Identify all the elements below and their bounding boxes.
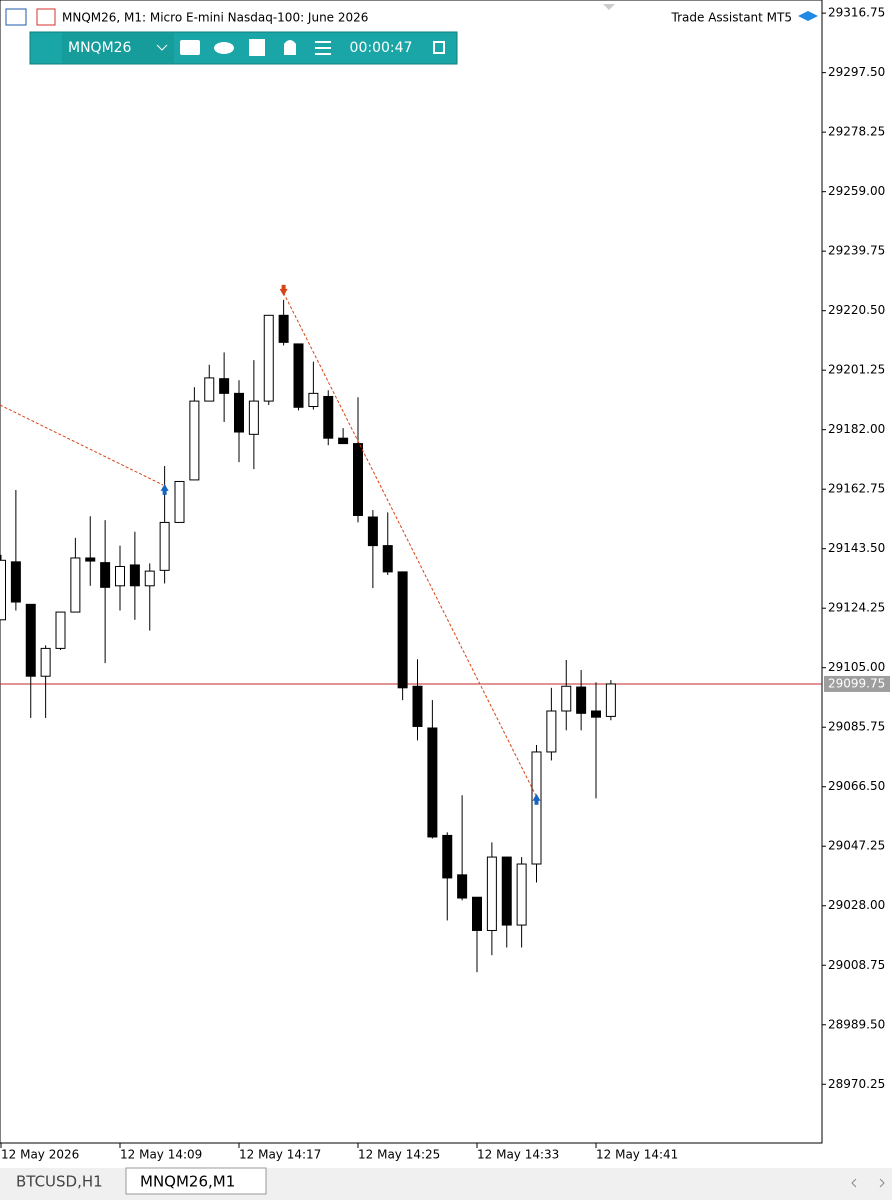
tab[interactable]: BTCUSD,H1 [16, 1173, 103, 1191]
candle-body [605, 683, 616, 717]
candle-body [353, 443, 363, 516]
candle-body [576, 686, 587, 714]
screenshot-button[interactable] [180, 40, 200, 55]
active-tab-bg[interactable] [125, 1167, 267, 1195]
candle-body [323, 395, 334, 439]
current-price-label: 29099.75 [828, 676, 885, 690]
candle-body [100, 562, 111, 588]
y-tick-label: 29047.25 [828, 839, 885, 853]
y-tick-label: 29124.25 [828, 601, 885, 615]
window-button[interactable] [433, 41, 445, 54]
y-tick-label: 29105.00 [828, 660, 885, 674]
candle-body [501, 856, 512, 926]
candle-body [70, 557, 81, 613]
candle-body [10, 561, 21, 603]
candle-body [546, 710, 557, 753]
candle-body [219, 378, 230, 394]
y-tick-label: 29143.50 [828, 541, 885, 555]
candle-body [442, 834, 453, 879]
y-tick-label: 29201.25 [828, 363, 885, 377]
indicator-name: Trade Assistant MT5 [671, 11, 792, 25]
timer: 00:00:47 [350, 40, 413, 56]
chart-title: MNQM26, M1: Micro E-mini Nasdaq-100: Jun… [62, 11, 368, 25]
candle-body [382, 545, 393, 573]
trade-line [283, 292, 537, 798]
dropdown-icon [156, 44, 168, 51]
y-tick-label: 29239.75 [828, 244, 885, 258]
buy-arrow [532, 793, 541, 805]
candle-body [0, 559, 6, 621]
candle-body [293, 343, 304, 408]
symbol-select[interactable] [62, 33, 174, 63]
y-tick-label: 29162.75 [828, 482, 885, 496]
y-tick-label: 28970.25 [828, 1077, 885, 1091]
candle-body [412, 685, 423, 727]
candle-body [338, 437, 349, 445]
candle-body [174, 480, 185, 523]
y-tick-label: 29085.75 [828, 720, 885, 734]
y-tick-label: 28989.50 [828, 1017, 885, 1031]
candle-body [591, 710, 601, 718]
candle-body [115, 565, 125, 587]
trade-line [0, 404, 164, 486]
candle-body [397, 571, 408, 689]
candle-body [367, 516, 378, 547]
candle-body [25, 603, 36, 677]
candle-body [85, 557, 96, 562]
buy-arrow [160, 483, 169, 495]
tab[interactable]: MNQM26,M1 [140, 1173, 235, 1191]
current-price-box [824, 675, 890, 692]
y-tick-label: 29028.00 [828, 898, 885, 912]
y-tick-label: 29297.50 [828, 65, 885, 79]
alert-button[interactable] [284, 40, 296, 55]
candle-body [40, 647, 51, 677]
x-tick-label: 12 May 14:33 [477, 1148, 559, 1162]
candle-body [472, 896, 482, 931]
plot-marks [0, 284, 822, 973]
symbol: MNQM26 [68, 40, 132, 56]
menu-icon[interactable] [5, 8, 27, 26]
y-tick-label: 29008.75 [828, 958, 885, 972]
candle-body [263, 314, 274, 402]
candle-body [561, 685, 572, 712]
candle-body [486, 856, 497, 931]
y-tick-label: 29316.75 [828, 6, 885, 20]
calendar-button[interactable] [249, 39, 265, 56]
candle-body [278, 314, 289, 343]
candle-body [516, 863, 527, 926]
y-tick-label: 29182.00 [828, 422, 885, 436]
x-tick-label: 12 May 14:25 [358, 1148, 440, 1162]
toolbar: MNQM26 00:00:47 [29, 31, 458, 65]
candle-body [55, 611, 66, 649]
candle-body [144, 570, 155, 587]
candle-body [189, 400, 200, 481]
x-tick-label: 12 May 14:17 [239, 1148, 321, 1162]
candle-body [248, 400, 259, 435]
candle-body [234, 392, 244, 433]
y-tick-label: 29278.25 [828, 125, 885, 139]
candle-body [129, 564, 140, 587]
x-tick-label: 12 May 14:09 [120, 1148, 202, 1162]
sell-arrow [279, 284, 288, 296]
indicator-icon [798, 11, 818, 21]
axes: 29316.75 29297.50 29278.25 29259.00 29239.75… [0, 6, 890, 1162]
candle-body [531, 751, 542, 865]
candle-body [204, 377, 215, 402]
candle-body [159, 521, 170, 571]
chart-icon[interactable] [36, 8, 56, 26]
tab-scroll[interactable] [851, 1178, 885, 1188]
y-tick-label: 29220.50 [828, 303, 885, 317]
view-button[interactable] [214, 42, 234, 54]
candle-body [427, 727, 438, 838]
y-tick-label: 29259.00 [828, 184, 885, 198]
y-tick-label: 29066.50 [828, 779, 885, 793]
menu-button[interactable] [315, 41, 331, 55]
x-tick-label: 12 May 2026 [1, 1148, 79, 1162]
candle-body [457, 874, 468, 899]
x-tick-label: 12 May 14:41 [596, 1148, 678, 1162]
scroll-marker [603, 4, 615, 10]
candle-body [308, 392, 319, 408]
